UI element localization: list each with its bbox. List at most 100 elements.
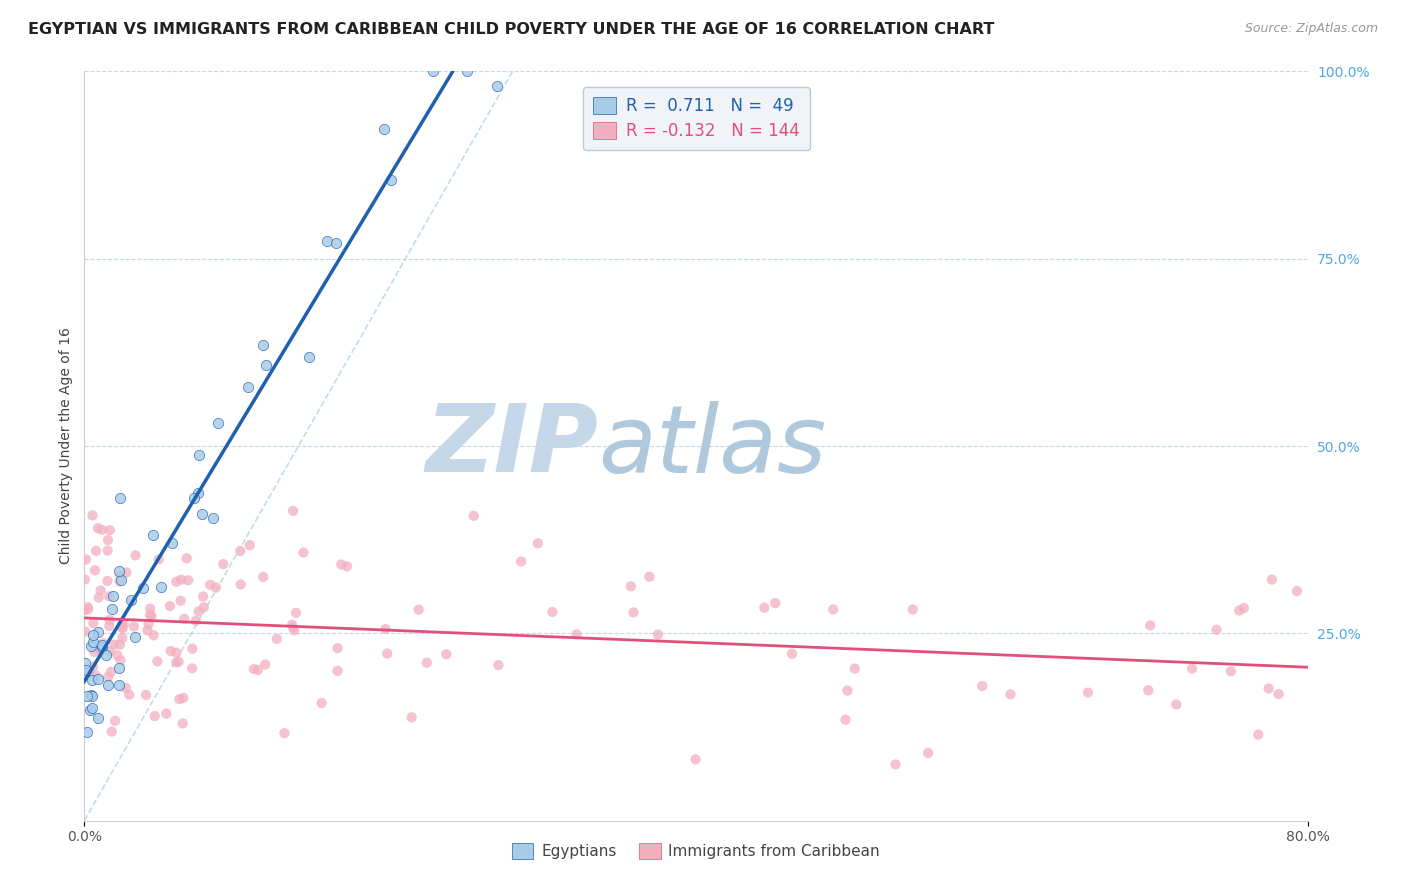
Point <box>75 663 97 677</box>
Point <box>159 599 181 614</box>
Point <box>172 690 194 705</box>
Point <box>86 672 108 686</box>
Point <box>91 636 114 650</box>
Point <box>105 648 128 662</box>
Point <box>374 622 396 636</box>
Point <box>205 581 228 595</box>
Point <box>89 644 111 658</box>
Point <box>763 596 786 610</box>
Point <box>623 606 645 620</box>
Legend: Egyptians, Immigrants from Caribbean: Egyptians, Immigrants from Caribbean <box>506 838 886 865</box>
Point <box>456 64 478 78</box>
Point <box>239 538 262 552</box>
Point <box>1267 687 1289 701</box>
Point <box>169 692 191 706</box>
Point <box>408 602 430 616</box>
Point <box>98 590 121 604</box>
Point <box>1261 573 1284 587</box>
Point <box>169 593 191 607</box>
Point <box>82 628 104 642</box>
Point <box>283 624 305 638</box>
Point <box>115 566 138 580</box>
Point <box>401 710 423 724</box>
Point <box>1247 728 1270 742</box>
Point <box>108 661 131 675</box>
Point <box>281 620 304 634</box>
Point <box>108 574 131 589</box>
Point <box>97 533 120 548</box>
Point <box>91 640 114 654</box>
Point <box>191 590 214 604</box>
Point <box>298 350 321 364</box>
Point <box>336 559 359 574</box>
Point <box>177 574 200 588</box>
Point <box>170 573 193 587</box>
Point <box>75 656 97 670</box>
Point <box>1205 623 1227 637</box>
Point <box>162 535 184 549</box>
Point <box>98 613 121 627</box>
Point <box>73 603 96 617</box>
Point <box>181 661 204 675</box>
Point <box>98 619 121 633</box>
Point <box>101 589 124 603</box>
Point <box>118 688 141 702</box>
Point <box>834 713 856 727</box>
Point <box>148 552 170 566</box>
Point <box>252 570 274 584</box>
Point <box>823 602 845 616</box>
Point <box>97 678 120 692</box>
Text: Source: ZipAtlas.com: Source: ZipAtlas.com <box>1244 22 1378 36</box>
Point <box>90 583 112 598</box>
Point <box>917 746 939 760</box>
Point <box>422 64 444 78</box>
Point <box>139 607 162 622</box>
Point <box>107 564 129 578</box>
Point <box>114 681 136 695</box>
Point <box>101 601 124 615</box>
Point <box>172 716 194 731</box>
Point <box>325 235 347 250</box>
Point <box>86 624 108 639</box>
Point <box>207 416 229 430</box>
Point <box>108 638 131 652</box>
Point <box>375 647 398 661</box>
Point <box>972 679 994 693</box>
Point <box>281 504 304 518</box>
Point <box>84 544 107 558</box>
Point <box>311 696 333 710</box>
Point <box>124 630 146 644</box>
Point <box>75 552 97 566</box>
Point <box>246 663 269 677</box>
Point <box>83 645 105 659</box>
Point <box>142 628 165 642</box>
Point <box>111 620 134 634</box>
Point <box>87 711 110 725</box>
Point <box>146 654 169 668</box>
Point <box>181 641 204 656</box>
Point <box>77 665 100 680</box>
Point <box>110 573 132 587</box>
Point <box>1219 665 1241 679</box>
Point <box>638 570 661 584</box>
Point <box>541 605 564 619</box>
Point <box>193 600 215 615</box>
Text: ZIP: ZIP <box>425 400 598 492</box>
Point <box>187 604 209 618</box>
Point <box>326 664 349 678</box>
Point <box>108 491 131 505</box>
Point <box>150 580 173 594</box>
Text: atlas: atlas <box>598 401 827 491</box>
Point <box>75 624 97 639</box>
Point <box>76 600 98 615</box>
Point <box>120 593 142 607</box>
Point <box>79 702 101 716</box>
Point <box>183 491 205 505</box>
Point <box>173 612 195 626</box>
Point <box>100 724 122 739</box>
Point <box>82 508 104 523</box>
Point <box>685 752 707 766</box>
Point <box>98 644 121 658</box>
Point <box>111 631 134 645</box>
Point <box>243 662 266 676</box>
